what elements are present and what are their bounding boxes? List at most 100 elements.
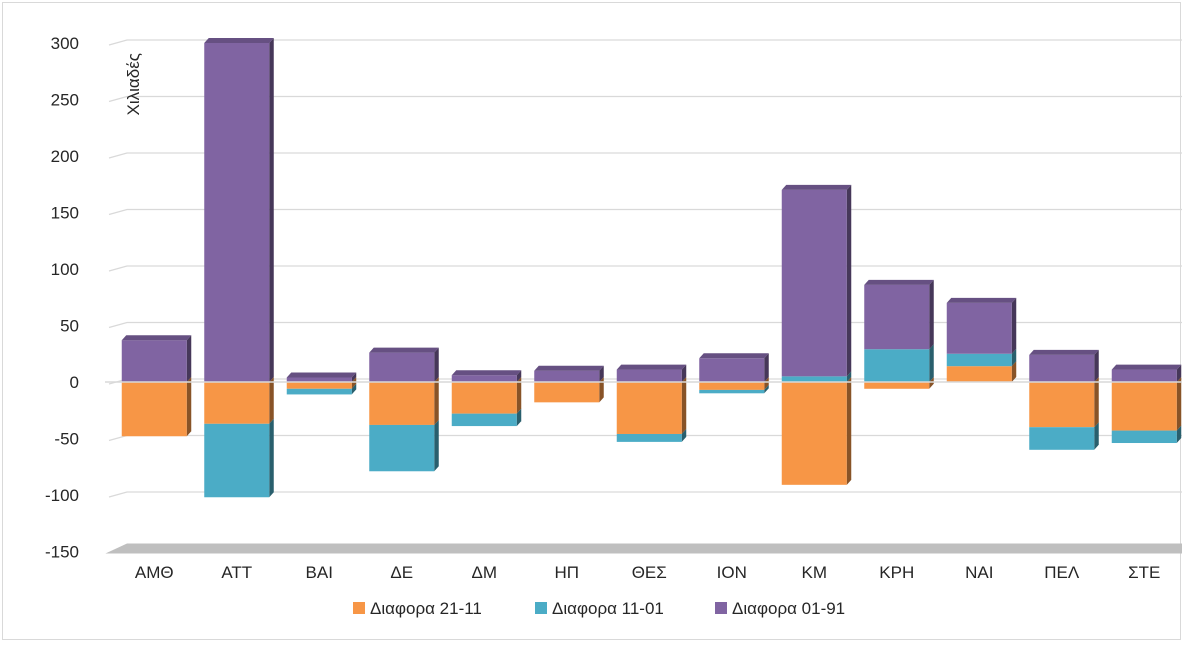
bar-front	[369, 352, 435, 382]
x-tick-label: ΑΜΘ	[135, 563, 174, 582]
legend-item: Διαφορα 21-11	[353, 599, 482, 618]
y-tick-label: 250	[51, 91, 79, 110]
bar-side	[1176, 425, 1182, 444]
bar-front	[534, 370, 600, 382]
bar-front	[1029, 354, 1095, 382]
bar-side	[929, 279, 934, 350]
bar-side	[351, 377, 357, 389]
bar-front	[864, 382, 930, 389]
x-tick-label: ΝΑΙ	[965, 563, 993, 582]
bar-segment	[369, 347, 439, 382]
y-tick-label: -50	[54, 430, 79, 449]
bar-front	[204, 423, 270, 498]
bar-top	[121, 335, 192, 341]
bar-top	[616, 364, 687, 370]
bar-segment	[864, 377, 934, 389]
y-tick-label: 100	[51, 260, 79, 279]
y-tick-label: 0	[70, 373, 79, 392]
bar-segment	[616, 364, 687, 382]
bar-top	[451, 370, 522, 376]
x-tick-label: ΣΤΕ	[1128, 563, 1160, 582]
bar-front	[699, 382, 765, 390]
legend-swatch	[353, 602, 365, 614]
bar-front	[1029, 382, 1095, 428]
bar-segment	[369, 419, 439, 472]
bar-top	[286, 372, 357, 378]
bar-side	[1094, 377, 1099, 428]
bar-side	[1176, 377, 1182, 431]
bar-segment	[204, 38, 274, 382]
stacked-bar-chart: -150 -100 -50 0 50 100 150 200 250 300 ΑΜΘ ΑΤΤ ΒΑΙ Δ…	[45, 34, 1185, 618]
bar-front	[946, 366, 1012, 382]
bar-side	[1011, 361, 1017, 382]
bar-segment	[946, 361, 1017, 382]
bar-segment	[781, 377, 852, 485]
bar-segment	[616, 377, 687, 434]
legend-label: Διαφορα 11-01	[552, 599, 664, 618]
y-tick-label: 300	[51, 34, 79, 53]
bar-front	[616, 369, 682, 382]
bar-front	[369, 424, 435, 472]
legend-swatch	[535, 602, 547, 614]
bar-segment	[699, 377, 769, 390]
bar-front	[1111, 430, 1177, 444]
bar-segment	[1029, 422, 1099, 450]
bar-side	[434, 377, 439, 425]
bar-segment	[121, 377, 192, 437]
bar-front	[534, 382, 600, 403]
bar-side	[846, 377, 852, 485]
bar-segment	[1111, 425, 1182, 444]
bar-front	[286, 382, 352, 389]
bar-front	[699, 389, 765, 394]
bar-side	[1011, 297, 1017, 354]
bar-front	[121, 382, 187, 437]
bar-segment	[369, 377, 439, 425]
legend-swatch	[715, 602, 727, 614]
bar-segment	[204, 418, 274, 498]
bars	[121, 38, 1182, 498]
x-tick-label: ΔΜ	[471, 563, 497, 582]
bar-segment	[1111, 377, 1182, 431]
bar-front	[864, 349, 930, 382]
bar-segment	[946, 348, 1017, 367]
bar-segment	[451, 408, 522, 427]
bar-segment	[864, 279, 934, 350]
x-tick-label: ΙΟΝ	[717, 563, 747, 582]
bar-front	[1029, 427, 1095, 450]
bar-top	[946, 297, 1017, 303]
bar-segment	[451, 377, 522, 414]
bar-top	[369, 347, 439, 353]
bar-side	[1011, 348, 1017, 367]
bar-segment	[286, 372, 357, 382]
bar-side	[599, 365, 604, 382]
bar-segment	[699, 384, 769, 394]
bar-side	[269, 38, 274, 382]
bar-segment	[451, 370, 522, 382]
bar-front	[864, 284, 930, 350]
bar-side	[764, 353, 769, 382]
bar-side	[764, 377, 769, 390]
gridline	[108, 95, 1185, 103]
bar-front	[204, 382, 270, 424]
bar-segment	[121, 335, 192, 382]
bar-side	[681, 428, 687, 442]
bar-side	[681, 377, 687, 434]
bar-front	[121, 340, 187, 382]
bar-side	[1176, 364, 1182, 382]
bar-side	[186, 377, 192, 437]
bar-side	[764, 384, 769, 394]
bar-segment	[616, 428, 687, 442]
y-tick-label: -150	[45, 543, 79, 562]
gridline	[108, 39, 1185, 46]
x-tick-label: ΗΠ	[554, 563, 579, 582]
bar-front	[1111, 382, 1177, 431]
bar-front	[451, 413, 517, 427]
bar-side	[1094, 349, 1099, 382]
x-axis-labels: ΑΜΘ ΑΤΤ ΒΑΙ ΔΕ ΔΜ ΗΠ ΘΕΣ ΙΟΝ ΚΜ ΚΡΗ ΝΑΙ ΠΕΛ ΣΤΕ	[135, 563, 1160, 582]
x-tick-label: ΒΑΙ	[306, 563, 333, 582]
bar-segment	[534, 377, 604, 403]
bar-top	[1111, 364, 1182, 370]
chart-floor	[105, 543, 1185, 554]
bar-side	[929, 344, 934, 382]
floor-plane	[105, 543, 1185, 554]
